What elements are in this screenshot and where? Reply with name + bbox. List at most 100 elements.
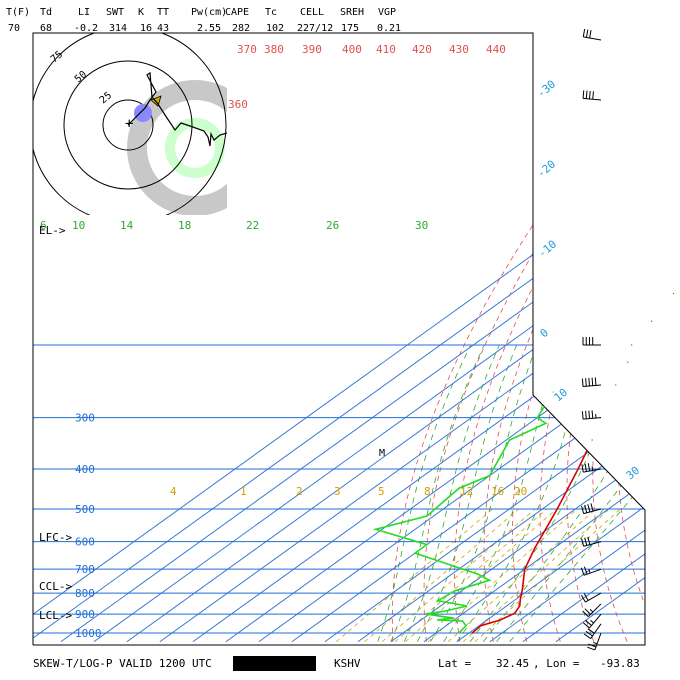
header-value: 43 [157,23,169,34]
dewpoint-point [414,552,416,554]
temperature-point [514,612,516,614]
dry-adiabat-line [539,220,622,642]
footer-lat-value: 32.45 [496,657,529,670]
dewpoint-point [488,579,491,581]
dry-adiabat-line [642,220,645,642]
isotherm-line [126,220,645,643]
isotherm-line [522,220,645,643]
temperature-point [672,292,675,295]
wetbulb-label: 6 [40,219,47,232]
dewpoint-point [426,543,428,546]
hodograph-ring-75 [33,33,227,215]
wind-barb [581,463,602,473]
parcel-level-markers: EL-> LFC-> CCL-> LCL-> [39,224,72,622]
isotherm-line [225,220,645,643]
temperature-point [544,528,547,530]
dewpoint-point [375,528,377,530]
header-label: K [138,7,144,18]
moist-adiabat-line [390,344,485,642]
dewpoint-point [458,632,460,634]
wind-barb [581,377,602,388]
header-label: Pw(cm) [191,7,227,18]
wind-barb [581,503,602,515]
dewpoint-point [465,625,467,627]
header-value: 175 [341,23,359,34]
dewpoint-points [375,391,554,634]
mixing-ratio-label: 1 [240,485,247,498]
isobars [33,344,645,634]
header-label: CAPE [225,7,249,18]
dewpoint-point [552,391,554,393]
hodograph-ring-label-25: 25 [98,90,114,106]
theta-label: 420 [412,43,432,56]
isotherm-line [258,220,645,643]
temperature-tick-labels: -30 -20 -10 0 10 30 [535,78,643,483]
theta-label: 370 [237,43,257,56]
header-label: Td [40,7,52,18]
diagram-background [33,220,645,643]
header-value: 68 [40,23,52,34]
temperature-point [651,320,653,322]
mixing-ratio-label: 16 [491,485,504,498]
temperature-point [519,599,521,601]
temperature-point [627,361,629,363]
pressure-label: 700 [75,563,95,576]
header-label: SREH [340,7,364,18]
wind-barb [581,536,602,547]
header-label: TT [157,7,169,18]
temperature-point [524,568,526,570]
temperature-label: 0 [538,326,551,340]
dewpoint-point [466,605,468,607]
temperature-label: -10 [536,238,560,261]
header-label: Tc [265,7,277,18]
header-index-labels: T(F) Td LI SWT K TT Pw(cm)CAPE Tc CELL SREH VGP [6,7,396,18]
temperature-label: -20 [535,158,559,181]
redacted-date-box [233,656,316,671]
header-value: 102 [266,23,284,34]
header-index-values: 70 68 -0.2 314 16 43 2.55 282 102 227/12 175 0.21 [8,23,401,34]
hodograph-ring-label-50: 50 [73,69,89,85]
dewpoint-point [437,600,439,602]
temperature-point [615,384,617,386]
wetbulb-label: 18 [178,219,191,232]
dewpoint-point [458,487,460,489]
dewpoint-point [462,620,464,622]
dewpoint-point [426,515,428,517]
footer-title: SKEW-T/LOG-P VALID 1200 UTC [33,657,212,670]
isotherm-line [60,220,645,643]
temperature-point [499,619,501,621]
storm-motion-marker [134,104,152,122]
moist-adiabat-line [430,344,538,642]
isotherm-line [93,220,645,643]
pressure-label: 400 [75,463,95,476]
dry-adiabats [391,220,645,642]
wetbulb-label: 26 [326,219,339,232]
footer-lon-label: , Lon = [533,657,580,670]
isotherm-line [456,220,645,643]
theta-tick-labels: 360 370 380 390 400 410 420 430 440 [228,43,506,111]
temperature-point [556,508,558,510]
temperature-point [577,468,579,470]
isotherm-line [159,220,645,643]
wind-barb [580,566,602,576]
plot-frame [32,32,646,646]
mid-level-marker: M [379,448,385,459]
dewpoint-point [477,573,479,575]
mixing-ratio-line [364,508,520,643]
header-label: VGP [378,7,396,18]
header-label: SWT [106,7,124,18]
temperature-point [480,625,482,627]
wetbulb-label: 14 [120,219,134,232]
isotherm-line [423,220,645,643]
mixing-ratio-label: 20 [514,485,527,498]
header-value: 70 [8,23,20,34]
wind-barbs [580,28,602,651]
moist-adiabat-line [509,344,645,642]
theta-label: 410 [376,43,396,56]
dewpoint-point [536,416,539,419]
moist-adiabat-line [416,344,518,642]
isotherm-line [33,220,580,643]
header-value: 2.55 [197,23,221,34]
temperature-point [521,587,524,590]
pressure-label: 300 [75,412,95,425]
